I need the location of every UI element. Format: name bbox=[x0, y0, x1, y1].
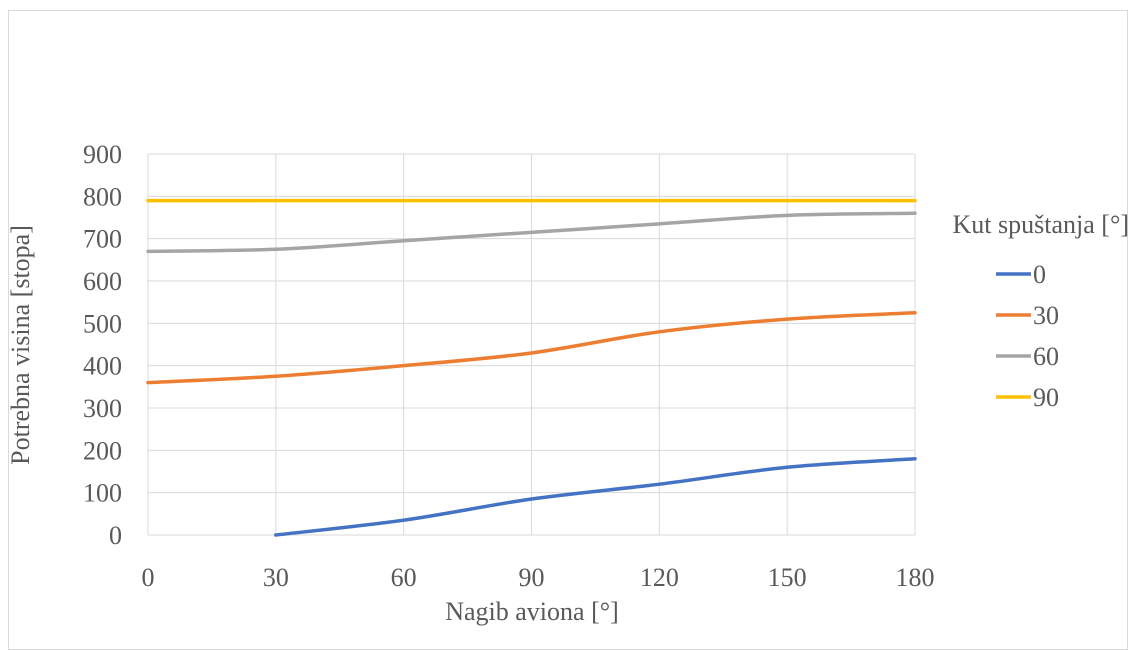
x-tick-label: 60 bbox=[391, 563, 417, 592]
y-axis-title: Potrebna visina [stopa] bbox=[6, 225, 35, 465]
tick-labels: 0 100 200 300 400 500 600 700 800 900 0 30 60 90 120 15… bbox=[83, 140, 935, 592]
legend-title: Kut spuštanja [°] bbox=[953, 210, 1129, 239]
y-tick-label: 100 bbox=[83, 479, 122, 508]
legend-label-90: 90 bbox=[1033, 383, 1059, 412]
y-tick-label: 0 bbox=[109, 521, 122, 550]
y-tick-label: 200 bbox=[83, 436, 122, 465]
legend-label-60: 60 bbox=[1033, 342, 1059, 371]
legend-items: 0 30 60 90 bbox=[996, 260, 1059, 412]
y-tick-label: 700 bbox=[83, 225, 122, 254]
series-lines bbox=[146, 198, 917, 537]
y-tick-label: 600 bbox=[83, 267, 122, 296]
y-tick-label: 800 bbox=[83, 182, 122, 211]
x-tick-label: 90 bbox=[519, 563, 545, 592]
x-tick-label: 150 bbox=[768, 563, 807, 592]
chart-frame bbox=[8, 10, 1128, 650]
legend-label-0: 0 bbox=[1033, 260, 1046, 289]
y-tick-label: 500 bbox=[83, 309, 122, 338]
series-line-30 bbox=[146, 311, 917, 385]
x-tick-label: 180 bbox=[896, 563, 935, 592]
legend-label-30: 30 bbox=[1033, 301, 1059, 330]
y-tick-label: 300 bbox=[83, 394, 122, 423]
legend: Kut spuštanja [°] 0 30 60 90 bbox=[953, 210, 1129, 412]
series-line-60 bbox=[146, 211, 917, 254]
y-tick-label: 900 bbox=[83, 140, 122, 169]
x-tick-label: 30 bbox=[263, 563, 289, 592]
y-tick-label: 400 bbox=[83, 352, 122, 381]
x-tick-label: 120 bbox=[640, 563, 679, 592]
grid bbox=[147, 153, 916, 536]
series-line-0 bbox=[274, 457, 917, 537]
x-tick-label: 0 bbox=[142, 563, 155, 592]
x-axis-title: Nagib aviona [°] bbox=[445, 597, 619, 626]
